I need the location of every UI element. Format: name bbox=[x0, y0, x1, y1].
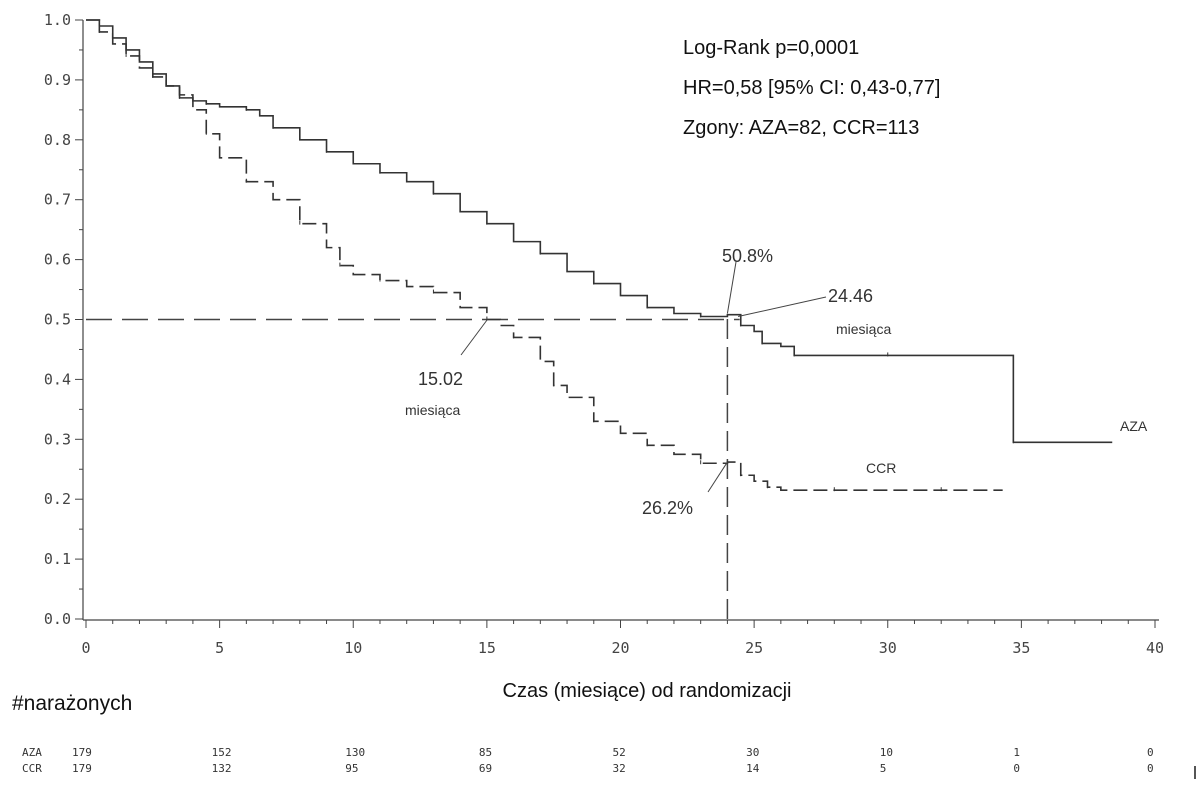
risk-row-aza: AZA 179 152 130 85 52 30 10 1 0 bbox=[0, 746, 1201, 760]
deaths-text: Zgony: AZA=82, CCR=113 bbox=[683, 117, 920, 139]
y-tick-label: 0.6 bbox=[44, 251, 71, 269]
risk-value: 1 bbox=[1013, 746, 1020, 759]
ccr-median-label: 15.02 bbox=[418, 369, 463, 389]
risk-value: 132 bbox=[211, 762, 232, 775]
x-tick-label: 0 bbox=[81, 639, 90, 657]
risk-row-label: AZA bbox=[22, 746, 42, 759]
y-tick-label: 0.5 bbox=[44, 311, 71, 329]
leader-line bbox=[707, 461, 728, 493]
aza-percent-label: 50.8% bbox=[722, 246, 773, 266]
risk-value: 5 bbox=[879, 762, 887, 775]
risk-row-ccr: CCR 179 132 95 69 32 14 5 0 0 bbox=[0, 762, 1201, 776]
risk-value: 32 bbox=[612, 762, 626, 775]
x-tick-label: 25 bbox=[745, 639, 763, 657]
x-tick-label: 20 bbox=[611, 639, 629, 657]
x-tick-label: 10 bbox=[344, 639, 362, 657]
risk-value: 0 bbox=[1147, 746, 1154, 759]
y-tick-label: 0.4 bbox=[44, 370, 71, 388]
y-tick-label: 1.0 bbox=[44, 11, 71, 29]
y-tick-label: 0.7 bbox=[44, 191, 71, 209]
ccr-median-unit-label: miesiąca bbox=[405, 402, 460, 418]
y-tick-label: 0.8 bbox=[44, 131, 71, 149]
risk-value: 95 bbox=[345, 762, 359, 775]
y-tick-label: 0.9 bbox=[44, 71, 71, 89]
axes: 0 5 10 15 20 25 30 35 40 0.0 0.1 0.2 0.3 0.4 0.5 0.6 0.7… bbox=[44, 11, 1164, 657]
y-tick-label: 0.2 bbox=[44, 490, 71, 508]
risk-value: 30 bbox=[746, 746, 760, 759]
aza-median-unit-label: miesiąca bbox=[836, 321, 891, 337]
risk-value: 0 bbox=[1013, 762, 1020, 775]
risk-value: 85 bbox=[478, 746, 493, 759]
x-tick-label: 35 bbox=[1012, 639, 1030, 657]
ccr-series-label: CCR bbox=[866, 460, 896, 476]
series-lines bbox=[86, 19, 1113, 492]
x-tick-label: 30 bbox=[879, 639, 897, 657]
edge-mark bbox=[1194, 766, 1196, 779]
risk-value: 52 bbox=[612, 746, 626, 759]
risk-value: 179 bbox=[72, 762, 92, 775]
risk-value: 0 bbox=[1147, 762, 1154, 775]
risk-value: 14 bbox=[746, 762, 760, 775]
y-tick-label: 0.1 bbox=[44, 550, 71, 568]
annotations: 50.8% 24.46 miesiąca 15.02 miesiąca 26.2% AZA C… bbox=[405, 246, 1148, 518]
hazard-ratio-text: HR=0,58 [95% CI: 0,43-0,77] bbox=[683, 77, 941, 99]
aza-median-label: 24.46 bbox=[828, 286, 873, 306]
risk-table-title: #narażonych bbox=[12, 692, 133, 715]
series-line-aza bbox=[86, 19, 1113, 444]
leader-line bbox=[737, 296, 827, 317]
leader-line bbox=[460, 319, 488, 356]
x-tick-label: 15 bbox=[478, 639, 496, 657]
risk-value: 10 bbox=[879, 746, 893, 759]
x-axis-label: Czas (miesiące) od randomizacji bbox=[503, 680, 792, 702]
risk-value: 130 bbox=[345, 746, 366, 759]
y-tick-label: 0.0 bbox=[44, 610, 71, 628]
leader-line bbox=[726, 261, 737, 314]
reference-lines bbox=[86, 314, 740, 619]
ccr-percent-label: 26.2% bbox=[642, 498, 693, 518]
aza-series-label: AZA bbox=[1120, 418, 1148, 434]
risk-value: 69 bbox=[478, 762, 493, 775]
risk-value: 152 bbox=[211, 746, 232, 759]
x-tick-label: 5 bbox=[215, 639, 224, 657]
risk-row-label: CCR bbox=[22, 762, 42, 775]
y-tick-label: 0.3 bbox=[44, 430, 71, 448]
x-tick-label: 40 bbox=[1146, 639, 1164, 657]
risk-value: 179 bbox=[72, 746, 92, 759]
log-rank-text: Log-Rank p=0,0001 bbox=[683, 37, 860, 59]
